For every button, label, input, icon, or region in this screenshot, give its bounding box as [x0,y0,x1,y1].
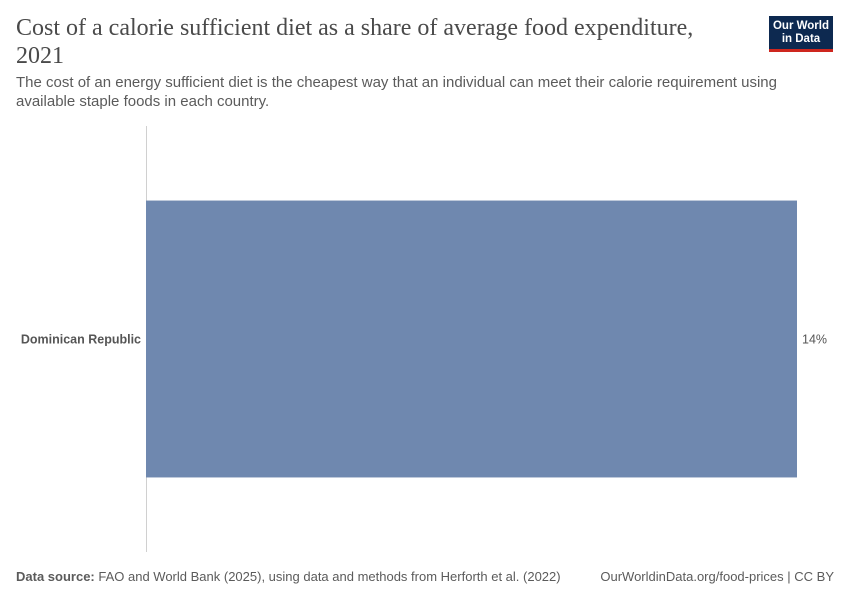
data-source-text: FAO and World Bank (2025), using data an… [98,569,561,584]
bar-dominican-republic[interactable] [146,200,797,478]
owid-logo[interactable]: Our World in Data [769,16,833,52]
data-source: Data source: FAO and World Bank (2025), … [16,569,561,584]
data-source-label: Data source: [16,569,95,584]
logo-line-1: Our World [772,20,829,32]
chart-title: Cost of a calorie sufficient diet as a s… [16,15,694,69]
category-label: Dominican Republic [21,333,141,347]
source-url-link[interactable]: OurWorldinData.org/food-prices | CC BY [600,569,834,584]
bars-group: Dominican Republic 14% [21,200,827,478]
logo-line-2: in Data [781,33,821,45]
chart-subtitle: The cost of an energy sufficient diet is… [16,74,777,110]
value-label: 14% [802,333,827,347]
